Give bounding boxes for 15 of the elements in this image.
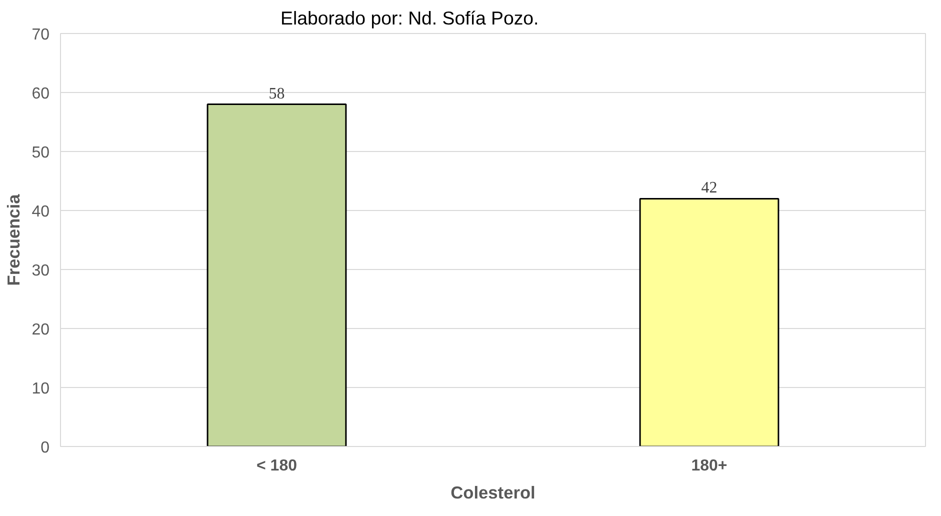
y-tick-label: 60 [32,86,50,102]
data-label: 42 [701,180,718,197]
y-tick-label: 50 [32,144,50,162]
data-label: 58 [268,85,285,102]
y-tick-label: 10 [32,380,50,398]
text: Elaborado por: Nd. Sofía Pozo. [280,8,539,28]
y-tick-label: 0 [40,440,50,456]
y-tick-label: 40 [32,204,50,220]
y-tick-label: 30 [32,262,50,280]
y-tick-label: 20 [32,322,50,338]
x-axis-title: Colesterol [450,482,536,502]
y-axis-title: Frecuencia [4,194,24,286]
x-tick-label: 180+ [691,458,728,474]
y-tick-label: 70 [32,26,50,44]
x-tick-label: < 180 [256,458,298,474]
